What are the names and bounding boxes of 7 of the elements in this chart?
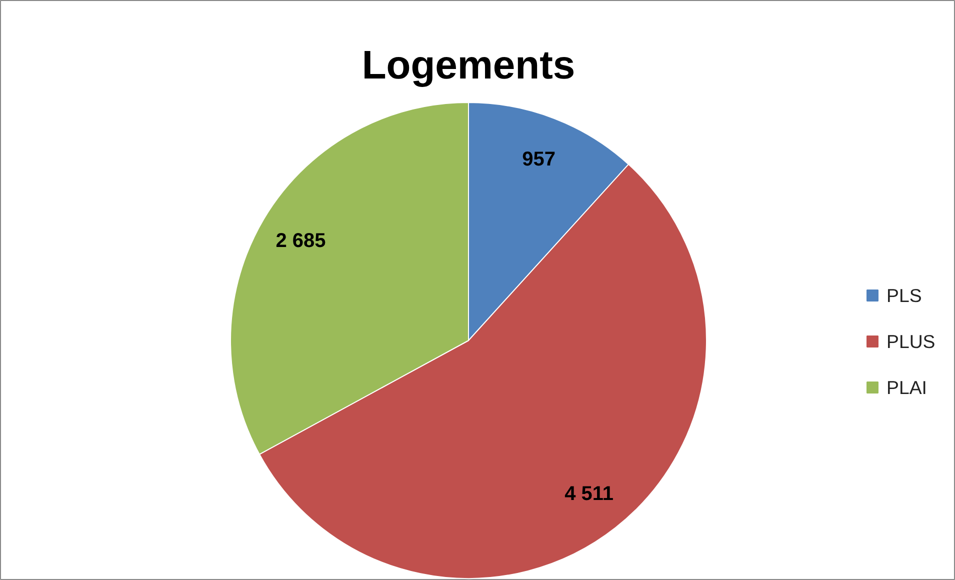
data-label: 2 685 — [276, 230, 326, 252]
chart-title: Logements — [362, 44, 576, 88]
legend-label: PLAI — [886, 377, 927, 398]
legend-label: PLUS — [886, 331, 936, 352]
data-label: 4 511 — [564, 482, 614, 505]
legend-label: PLS — [886, 285, 922, 306]
data-label: 957 — [522, 148, 556, 170]
